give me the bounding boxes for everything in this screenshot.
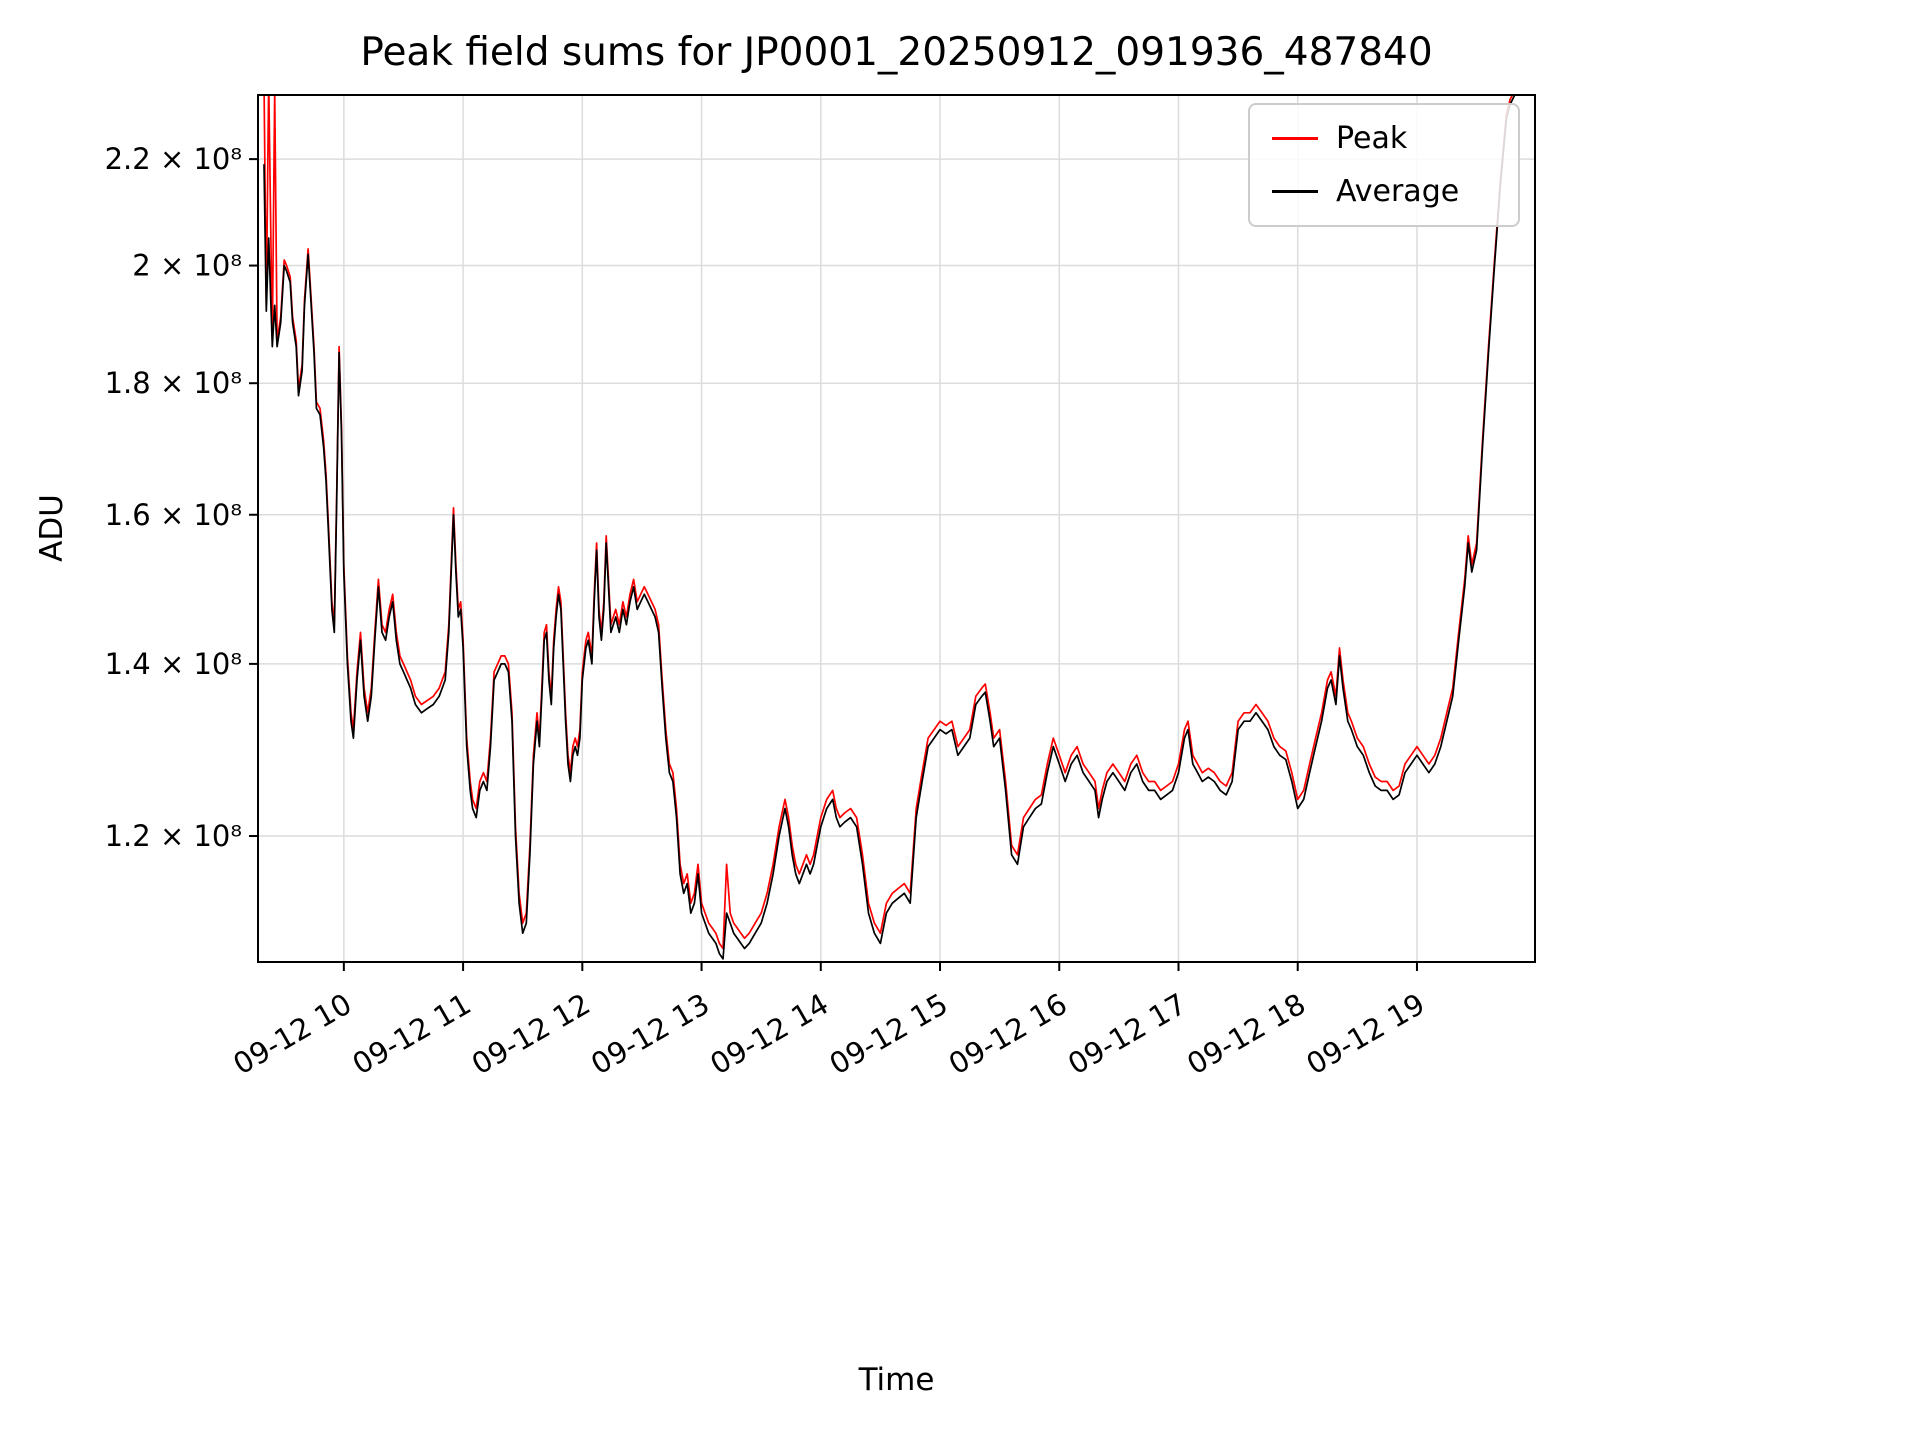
y-tick-label: 2 × 10⁸: [132, 249, 242, 283]
x-tick-label: 09-12 12: [466, 987, 596, 1082]
x-axis-label: Time: [858, 1362, 935, 1398]
x-tick-label: 09-12 17: [1062, 987, 1192, 1082]
chart-title: Peak field sums for JP0001_20250912_0919…: [360, 30, 1433, 75]
legend-item-average: Average: [1272, 174, 1496, 209]
legend-label-peak: Peak: [1336, 121, 1408, 156]
y-tick-label: 1.6 × 10⁸: [105, 498, 242, 532]
y-tick-label: 1.8 × 10⁸: [105, 366, 242, 400]
y-tick-label: 1.4 × 10⁸: [105, 647, 242, 681]
x-tick-label: 09-12 18: [1181, 987, 1311, 1082]
legend-item-peak: Peak: [1272, 121, 1496, 156]
x-tick-label: 09-12 11: [347, 987, 477, 1082]
axes-border: [257, 94, 1536, 963]
legend: Peak Average: [1248, 103, 1520, 227]
x-tick-label: 09-12 19: [1301, 987, 1431, 1082]
y-axis-label: ADU: [34, 494, 70, 562]
series-line-peak: [263, 95, 1514, 950]
series-line-average: [263, 95, 1516, 960]
x-tick-label: 09-12 14: [704, 987, 834, 1082]
y-tick-label: 2.2 × 10⁸: [105, 142, 242, 176]
x-tick-label: 09-12 16: [943, 987, 1073, 1082]
x-tick-label: 09-12 13: [585, 987, 715, 1082]
x-tick-label: 09-12 10: [227, 987, 357, 1082]
legend-label-average: Average: [1336, 174, 1460, 209]
y-tick-label: 1.2 × 10⁸: [105, 819, 242, 853]
average-line-sample: [1272, 190, 1318, 193]
x-tick-label: 09-12 15: [824, 987, 954, 1082]
peak-line-sample: [1272, 137, 1318, 140]
